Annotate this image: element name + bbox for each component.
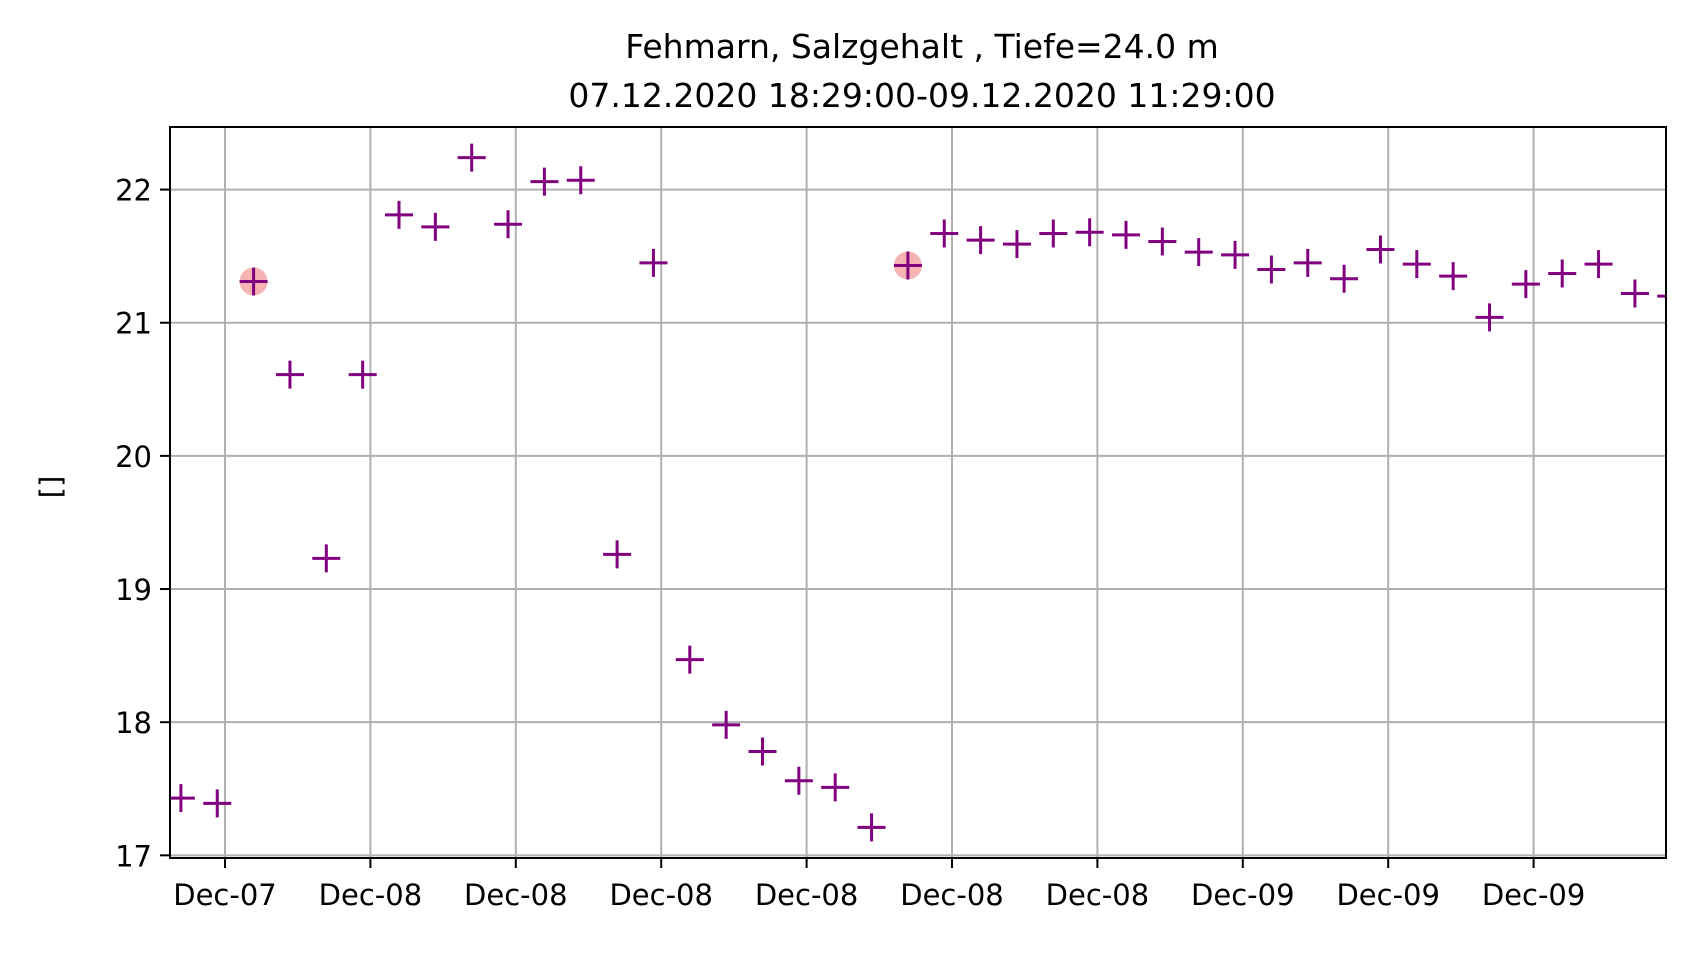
- data-points: [170, 143, 1666, 842]
- data-point: [421, 212, 450, 241]
- data-point: [966, 226, 995, 255]
- data-point: [530, 167, 559, 196]
- data-point: [784, 766, 813, 795]
- x-tick-label: Dec-08: [1046, 878, 1149, 912]
- y-tick-label: 18: [115, 706, 152, 740]
- data-point: [312, 544, 341, 573]
- y-tick-label: 20: [115, 440, 152, 474]
- data-point: [603, 540, 632, 569]
- x-tick-label: Dec-08: [755, 878, 858, 912]
- y-tick-label: 21: [115, 307, 152, 341]
- data-point: [1002, 230, 1031, 259]
- data-point: [1620, 279, 1649, 308]
- x-tick-label: Dec-09: [1336, 878, 1439, 912]
- data-point: [385, 200, 414, 229]
- data-point: [748, 737, 777, 766]
- x-tick-label: Dec-08: [464, 878, 567, 912]
- data-point: [348, 360, 377, 389]
- chart-subtitle: 07.12.2020 18:29:00-09.12.2020 11:29:00: [568, 76, 1275, 115]
- data-point: [1402, 250, 1431, 279]
- data-point: [170, 784, 195, 813]
- data-point: [275, 360, 304, 389]
- x-tick-label: Dec-07: [173, 878, 276, 912]
- data-point: [566, 166, 595, 195]
- x-tick-label: Dec-08: [900, 878, 1003, 912]
- data-point: [893, 251, 922, 280]
- data-point: [494, 210, 523, 239]
- data-point: [457, 143, 486, 172]
- data-point: [1475, 303, 1504, 332]
- data-point: [1112, 220, 1141, 249]
- data-point: [1511, 270, 1540, 299]
- grid: [170, 127, 1666, 858]
- y-tick-label: 22: [115, 174, 152, 208]
- data-point: [1330, 264, 1359, 293]
- data-point: [1366, 235, 1395, 264]
- y-axis-label: []: [34, 476, 68, 499]
- data-point: [1584, 250, 1613, 279]
- data-point: [1075, 218, 1104, 247]
- data-point: [239, 267, 268, 296]
- data-point: [1221, 240, 1250, 269]
- axis-ticks: Dec-07 Dec-08 Dec-08 Dec-08 Dec-08 Dec-08 Dec-…: [115, 174, 1585, 912]
- data-point: [639, 248, 668, 277]
- x-tick-label: Dec-08: [609, 878, 712, 912]
- data-point: [930, 219, 959, 248]
- data-point: [1148, 227, 1177, 256]
- data-point: [712, 710, 741, 739]
- data-point: [675, 645, 704, 674]
- x-tick-label: Dec-08: [319, 878, 422, 912]
- x-tick-label: Dec-09: [1482, 878, 1585, 912]
- data-point: [1184, 238, 1213, 267]
- data-point: [203, 789, 232, 818]
- y-tick-label: 19: [115, 573, 152, 607]
- data-point: [821, 773, 850, 802]
- data-point: [1039, 219, 1068, 248]
- plot-frame: [169, 126, 1667, 859]
- data-point: [1657, 294, 1666, 298]
- data-point: [1548, 259, 1577, 288]
- axes-frame: [169, 126, 1667, 859]
- data-point: [1257, 255, 1286, 284]
- y-tick-label: 17: [115, 839, 152, 873]
- data-point: [1293, 248, 1322, 277]
- x-tick-label: Dec-09: [1191, 878, 1294, 912]
- data-point: [1439, 262, 1468, 291]
- chart-title: Fehmarn, Salzgehalt , Tiefe=24.0 m: [625, 27, 1219, 66]
- data-point: [857, 813, 886, 842]
